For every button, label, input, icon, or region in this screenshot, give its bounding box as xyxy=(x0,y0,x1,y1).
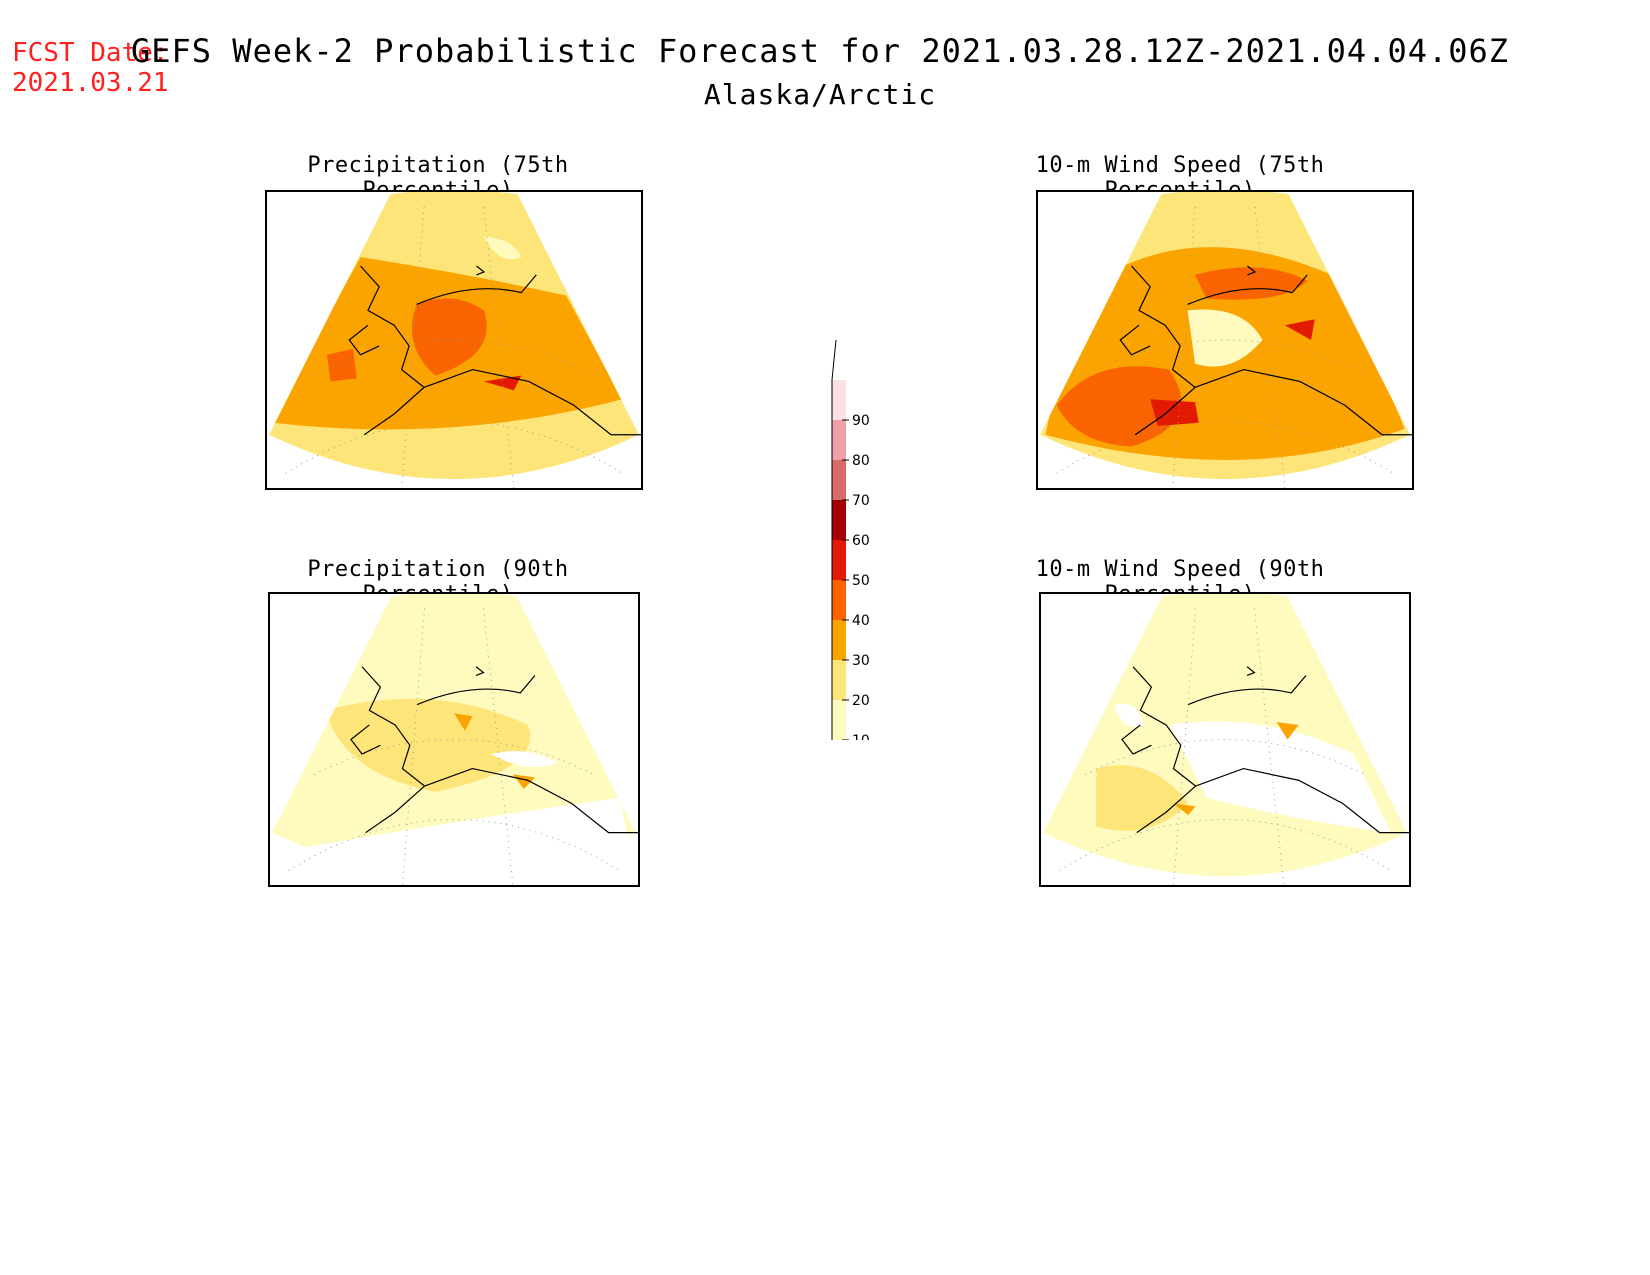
shaded-region xyxy=(1276,722,1299,740)
colorbar-swatch-60 xyxy=(832,500,846,540)
shaded-region xyxy=(1096,765,1189,831)
colorbar-swatch-20 xyxy=(832,660,846,700)
map-wind-75 xyxy=(1036,190,1414,490)
colorbar-tick-label: 30 xyxy=(852,653,870,669)
shaded-region xyxy=(483,375,522,391)
shaded-region xyxy=(1284,319,1315,340)
colorbar-legend: 10 20 30 40 50 60 70 80 90 xyxy=(831,339,870,740)
fcst-date-caption: FCST Date: xyxy=(12,38,169,68)
shaded-region xyxy=(1150,399,1199,426)
graticule xyxy=(288,608,620,885)
colorbar-tick-label: 40 xyxy=(852,613,870,629)
page-title: GEFS Week-2 Probabilistic Forecast for 2… xyxy=(130,32,1510,70)
alaska-coastline xyxy=(1121,666,1409,834)
colorbar-swatch-30 xyxy=(832,620,846,660)
shaded-region xyxy=(483,236,522,260)
shaded-region xyxy=(1187,309,1263,367)
colorbar-tick-label: 20 xyxy=(852,693,870,709)
alaska-coastline xyxy=(1119,265,1412,436)
map-precip-75 xyxy=(265,190,643,490)
colorbar-tick-label: 10 xyxy=(852,733,870,740)
shaded-region xyxy=(326,348,357,382)
graticule xyxy=(1059,608,1391,885)
colorbar-swatch-40 xyxy=(832,580,846,620)
page-subtitle: Alaska/Arctic xyxy=(703,78,937,111)
shaded-region xyxy=(272,797,636,877)
colorbar-swatch-10 xyxy=(832,700,846,740)
shaded-region xyxy=(325,698,531,792)
colorbar-tick-label: 90 xyxy=(852,413,870,429)
map-precip-90 xyxy=(268,592,640,887)
alaska-coastline xyxy=(350,666,638,834)
shaded-region xyxy=(411,298,487,376)
colorbar-swatch-80 xyxy=(832,420,846,460)
alaska-coastline xyxy=(348,265,641,436)
map-wind-90 xyxy=(1039,592,1411,887)
colorbar-tick-label: 50 xyxy=(852,573,870,589)
forecast-date-label: FCST Date: 2021.03.21 xyxy=(12,38,169,98)
colorbar-swatch-50 xyxy=(832,540,846,580)
shaded-region xyxy=(1114,703,1145,727)
shaded-region xyxy=(454,713,473,731)
shaded-region xyxy=(490,751,558,768)
colorbar-tick-label: 60 xyxy=(852,533,870,549)
fcst-date-value: 2021.03.21 xyxy=(12,68,169,98)
colorbar-tick-label: 80 xyxy=(852,453,870,469)
colorbar-swatch-70 xyxy=(832,460,846,500)
shaded-region xyxy=(1056,366,1182,447)
colorbar-swatch-90 xyxy=(832,380,846,420)
colorbar-tick-label: 70 xyxy=(852,493,870,509)
shaded-region xyxy=(1173,803,1196,816)
shaded-region xyxy=(1195,267,1308,300)
